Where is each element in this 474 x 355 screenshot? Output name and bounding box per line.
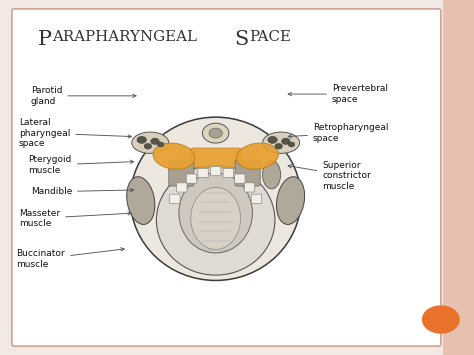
- FancyBboxPatch shape: [198, 168, 208, 178]
- Ellipse shape: [263, 160, 281, 189]
- FancyBboxPatch shape: [177, 183, 187, 192]
- FancyBboxPatch shape: [244, 183, 255, 192]
- Ellipse shape: [156, 165, 275, 275]
- Ellipse shape: [237, 143, 278, 169]
- Ellipse shape: [263, 132, 300, 153]
- Bar: [443, 0, 474, 355]
- Circle shape: [275, 143, 283, 149]
- FancyBboxPatch shape: [186, 174, 197, 183]
- FancyBboxPatch shape: [251, 194, 262, 203]
- Text: Parotid
gland: Parotid gland: [31, 86, 136, 105]
- FancyBboxPatch shape: [235, 174, 245, 183]
- FancyBboxPatch shape: [12, 9, 441, 346]
- Text: Masseter
muscle: Masseter muscle: [19, 209, 131, 228]
- Ellipse shape: [130, 117, 301, 280]
- Circle shape: [202, 123, 229, 143]
- Ellipse shape: [276, 177, 305, 224]
- Text: ARAPHARYNGEAL: ARAPHARYNGEAL: [52, 30, 197, 44]
- Text: S: S: [235, 30, 249, 49]
- Circle shape: [282, 138, 290, 144]
- Ellipse shape: [132, 132, 169, 153]
- Text: Lateral
pharyngeal
space: Lateral pharyngeal space: [19, 118, 131, 148]
- FancyBboxPatch shape: [235, 160, 260, 186]
- FancyBboxPatch shape: [170, 194, 180, 203]
- Circle shape: [151, 138, 159, 144]
- Ellipse shape: [127, 177, 155, 224]
- Circle shape: [157, 142, 164, 147]
- FancyBboxPatch shape: [210, 166, 221, 176]
- Text: Superior
constrictor
muscle: Superior constrictor muscle: [288, 161, 371, 191]
- Ellipse shape: [179, 173, 252, 253]
- Ellipse shape: [153, 143, 195, 169]
- Text: PACE: PACE: [249, 30, 291, 44]
- Circle shape: [137, 136, 146, 143]
- Circle shape: [209, 128, 222, 138]
- FancyBboxPatch shape: [169, 160, 194, 186]
- Circle shape: [268, 136, 277, 143]
- Circle shape: [422, 305, 460, 334]
- Circle shape: [144, 143, 152, 149]
- Ellipse shape: [191, 187, 240, 249]
- FancyBboxPatch shape: [190, 148, 241, 168]
- Text: Buccinator
muscle: Buccinator muscle: [17, 248, 124, 269]
- FancyBboxPatch shape: [223, 168, 234, 178]
- Text: Pterygoid
muscle: Pterygoid muscle: [28, 155, 134, 175]
- Text: Mandible: Mandible: [31, 187, 134, 196]
- Circle shape: [288, 142, 295, 147]
- Text: Retropharyngeal
space: Retropharyngeal space: [288, 124, 388, 143]
- Text: Prevertebral
space: Prevertebral space: [288, 84, 388, 104]
- Text: P: P: [38, 30, 52, 49]
